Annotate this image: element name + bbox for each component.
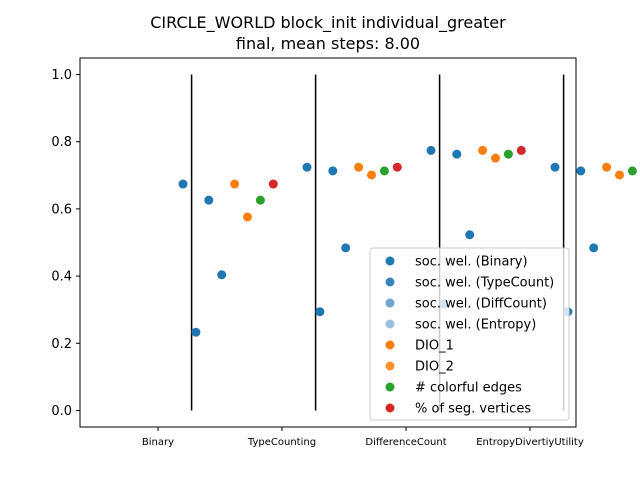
legend-marker [385,298,395,308]
legend-label: soc. wel. (Entropy) [415,318,536,333]
x-tick-label: TypeCounting [247,437,316,448]
data-point [243,212,252,222]
legend-marker [385,403,395,413]
legend-label: # colorful edges [415,381,522,396]
data-point [615,170,624,180]
data-point [204,195,214,205]
legend-label: DIO_1 [415,339,454,354]
legend-label: % of seg. vertices [415,402,531,417]
y-tick-label: 0.6 [51,202,72,217]
data-point [367,170,376,180]
legend-label: soc. wel. (DiffCount) [415,297,547,312]
data-point [589,243,599,253]
x-tick-label: Binary [142,437,174,448]
data-point [230,179,240,189]
legend-marker [385,340,395,350]
data-point [392,162,402,172]
legend-marker [385,361,395,371]
legend-marker [385,256,395,266]
data-point [191,327,201,337]
data-point [503,149,513,159]
chart-subtitle: final, mean steps: 8.00 [236,34,420,53]
data-point [379,166,389,176]
y-tick-label: 0.2 [51,337,72,352]
legend-label: DIO_2 [415,360,454,375]
data-point [255,195,265,205]
data-point [516,145,526,155]
legend: soc. wel. (Binary) soc. wel. (TypeCount) s… [369,247,570,421]
data-point [268,179,278,189]
y-tick-label: 1.0 [51,68,72,83]
x-tick-label: EntropyDivertiyUtility [476,437,584,448]
data-point [452,149,462,159]
data-point [627,166,637,176]
y-tick-label: 0.4 [51,270,72,285]
data-point [478,145,488,155]
y-tick-label: 0.0 [51,404,72,419]
data-point [217,270,227,280]
data-point [550,162,560,172]
data-point [576,166,586,176]
legend-marker [385,277,395,287]
legend-label: soc. wel. (TypeCount) [415,276,554,291]
legend-marker [385,319,395,329]
data-point [302,162,312,172]
legend-box [369,247,570,421]
data-point [315,307,325,317]
data-point [426,145,436,155]
data-point [354,162,364,172]
x-tick-label: DifferenceCount [365,437,446,448]
y-tick-label: 0.8 [51,135,72,150]
plot-area: 0.0 0.2 0.4 0.6 0.8 1.0 Binary TypeCounting Diff… [51,57,637,448]
data-point [465,230,475,240]
data-point [328,166,338,176]
chart-title: CIRCLE_WORLD block_init individual_great… [150,13,506,33]
axes-frame [79,57,577,428]
data-point [491,153,500,163]
legend-label: soc. wel. (Binary) [415,255,528,270]
data-point [602,162,612,172]
data-point [178,179,188,189]
data-point [341,243,351,253]
legend-marker [385,382,395,392]
